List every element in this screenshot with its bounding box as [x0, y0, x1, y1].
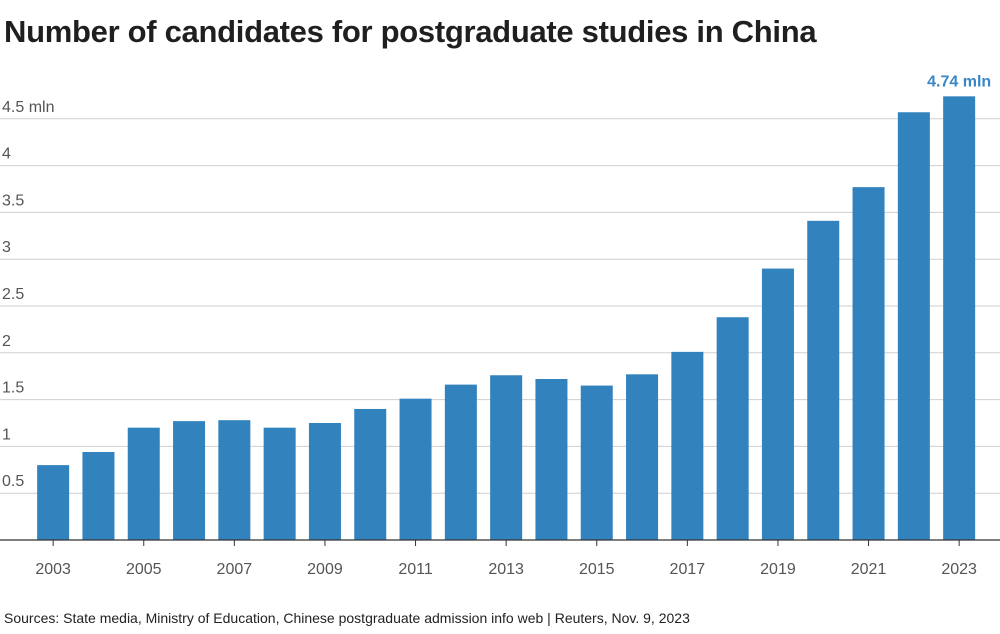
- bar-2014: [535, 379, 568, 540]
- x-tick-label: 2017: [670, 561, 706, 578]
- y-tick-label: 1.5: [2, 380, 24, 397]
- bar-2022: [897, 112, 930, 541]
- x-tick-label: 2003: [35, 561, 71, 578]
- bar-2018: [716, 317, 749, 540]
- x-tick-label: 2007: [217, 561, 253, 578]
- bar-2019: [761, 268, 794, 540]
- bar-2021: [852, 187, 885, 541]
- x-tick-label: 2011: [398, 561, 433, 578]
- bar-2016: [626, 374, 659, 540]
- y-tick-label: 2.5: [2, 286, 24, 303]
- y-axis-labels: 0.5 1 1.5 2 2.5 3 3.5 4 4.5 mln: [2, 99, 54, 490]
- x-tick-label: 2009: [307, 561, 343, 578]
- y-tick-label: 4: [2, 146, 11, 163]
- chart-title: Number of candidates for postgraduate st…: [4, 14, 817, 49]
- bar-2010: [354, 408, 387, 540]
- y-tick-label: 1: [2, 426, 11, 443]
- y-tick-label: 4.5 mln: [2, 99, 54, 116]
- bars: [37, 96, 976, 541]
- bar-2007: [218, 420, 251, 540]
- bar-2015: [580, 385, 613, 540]
- x-tick-label: 2023: [941, 561, 977, 578]
- x-tick-label: 2005: [126, 561, 162, 578]
- bar-2004: [82, 452, 115, 540]
- bar-2009: [308, 423, 341, 540]
- y-tick-label: 3: [2, 239, 11, 256]
- x-tick-label: 2019: [760, 561, 796, 578]
- x-tick-label: 2021: [851, 561, 887, 578]
- y-tick-label: 0.5: [2, 473, 24, 490]
- x-axis-labels: 2003 2005 2007 2009 2011 2013 2015 2017 2019 2021…: [35, 540, 977, 578]
- bar-2020: [807, 220, 840, 540]
- bar-annotation: 4.74 mln: [927, 73, 991, 90]
- bar-2006: [173, 421, 206, 540]
- bar-2003: [37, 465, 70, 540]
- x-tick-label: 2013: [488, 561, 524, 578]
- bar-2008: [263, 427, 296, 540]
- bar-2005: [127, 427, 160, 540]
- bar-2017: [671, 351, 704, 540]
- bar-2013: [490, 375, 523, 540]
- bar-chart: 0.5 1 1.5 2 2.5 3 3.5 4 4.5 mln 2003 2005 2007 2009…: [0, 73, 1000, 578]
- bar-2011: [399, 398, 432, 540]
- y-tick-label: 2: [2, 333, 11, 350]
- x-tick-label: 2015: [579, 561, 615, 578]
- source-note: Sources: State media, Ministry of Educat…: [4, 610, 690, 626]
- bar-2023: [943, 96, 976, 540]
- bar-2012: [444, 384, 477, 540]
- y-tick-label: 3.5: [2, 192, 24, 209]
